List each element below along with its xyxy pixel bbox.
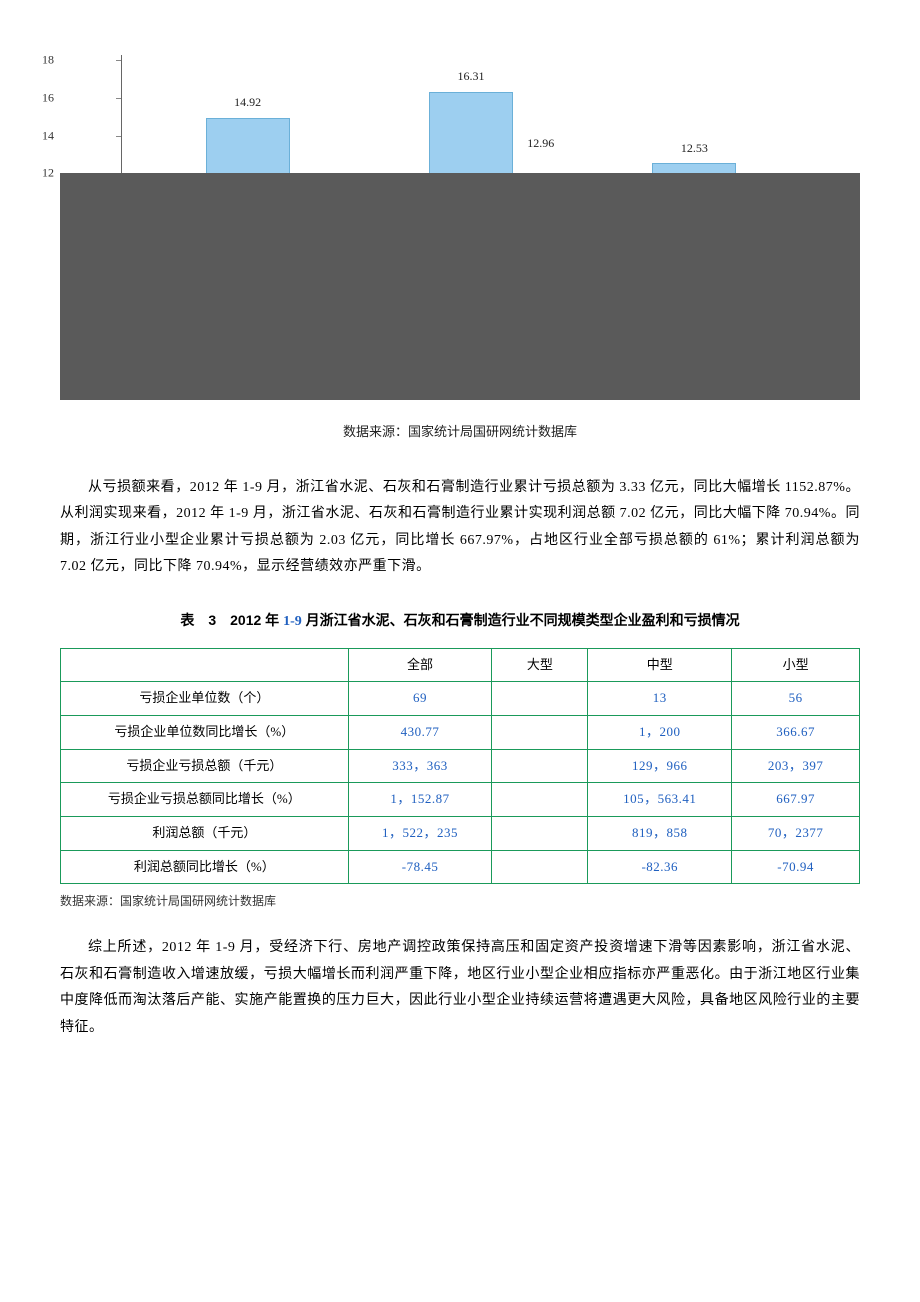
table-title-range: 1-9 (283, 614, 302, 629)
cell-large (492, 716, 588, 750)
y-axis-line (121, 55, 122, 173)
col-all: 全部 (348, 648, 492, 682)
table-header-row: 全部 大型 中型 小型 (61, 648, 860, 682)
table-row: 利润总额（千元）1，522，235 819，85870，2377 (61, 817, 860, 851)
bar-chart: 14.9216.3112.5312.96 12141618 (60, 60, 860, 400)
cell-mid: 819，858 (588, 817, 732, 851)
table-title: 表 3 2012 年 1-9 月浙江省水泥、石灰和石膏制造行业不同规模类型企业盈… (60, 607, 860, 636)
table-row: 利润总额同比增长（%）-78.45 -82.36-70.94 (61, 850, 860, 884)
ytick-label: 18 (20, 49, 54, 72)
chart-bar-label: 16.31 (458, 65, 485, 88)
cell-large (492, 850, 588, 884)
cell-small: 366.67 (732, 716, 860, 750)
document-page: 14.9216.3112.5312.96 12141618 数据来源：国家统计局… (0, 60, 920, 1112)
chart-bar-label: 12.53 (681, 137, 708, 160)
cell-small: 667.97 (732, 783, 860, 817)
cell-mid: 129，966 (588, 749, 732, 783)
paragraph-1: 从亏损额来看，2012 年 1-9 月，浙江省水泥、石灰和石膏制造行业累计亏损总… (60, 475, 860, 581)
cell-small: 203，397 (732, 749, 860, 783)
row-head: 亏损企业单位数（个） (61, 682, 349, 716)
row-head: 利润总额同比增长（%） (61, 850, 349, 884)
cell-large (492, 682, 588, 716)
ytick-label: 14 (20, 124, 54, 147)
table-row: 亏损企业亏损总额（千元）333，363 129，966203，397 (61, 749, 860, 783)
table-source-caption: 数据来源：国家统计局国研网统计数据库 (60, 890, 860, 913)
cell-large (492, 817, 588, 851)
ytick-label: 12 (20, 162, 54, 185)
cell-all: 430.77 (348, 716, 492, 750)
chart-source-caption: 数据来源：国家统计局国研网统计数据库 (60, 420, 860, 445)
profit-loss-table: 全部 大型 中型 小型 亏损企业单位数（个）691356亏损企业单位数同比增长（… (60, 648, 860, 885)
cell-mid: 105，563.41 (588, 783, 732, 817)
cell-all: 69 (348, 682, 492, 716)
table-title-suffix: 月浙江省水泥、石灰和石膏制造行业不同规模类型企业盈利和亏损情况 (302, 612, 740, 628)
table-row: 亏损企业单位数（个）69 1356 (61, 682, 860, 716)
col-blank (61, 648, 349, 682)
chart-overlay-mask (60, 173, 860, 400)
cell-small: 56 (732, 682, 860, 716)
cell-all: 333，363 (348, 749, 492, 783)
cell-large (492, 783, 588, 817)
table-row: 亏损企业单位数同比增长（%）430.77 1，200366.67 (61, 716, 860, 750)
cell-mid: 1，200 (588, 716, 732, 750)
table-row: 亏损企业亏损总额同比增长（%）1，152.87 105，563.41667.97 (61, 783, 860, 817)
cell-all: 1，152.87 (348, 783, 492, 817)
col-mid: 中型 (588, 648, 732, 682)
cell-small: 70，2377 (732, 817, 860, 851)
cell-mid: 13 (588, 682, 732, 716)
row-head: 亏损企业亏损总额（千元） (61, 749, 349, 783)
ytick-label: 16 (20, 86, 54, 109)
cell-all: -78.45 (348, 850, 492, 884)
cell-all: 1，522，235 (348, 817, 492, 851)
cell-small: -70.94 (732, 850, 860, 884)
col-small: 小型 (732, 648, 860, 682)
chart-bar-label: 14.92 (234, 91, 261, 114)
cell-large (492, 749, 588, 783)
row-head: 亏损企业单位数同比增长（%） (61, 716, 349, 750)
col-large: 大型 (492, 648, 588, 682)
chart-extra-label: 12.96 (527, 132, 554, 155)
cell-mid: -82.36 (588, 850, 732, 884)
table-title-prefix: 表 3 2012 年 (180, 612, 283, 628)
row-head: 利润总额（千元） (61, 817, 349, 851)
row-head: 亏损企业亏损总额同比增长（%） (61, 783, 349, 817)
paragraph-2: 综上所述，2012 年 1-9 月，受经济下行、房地产调控政策保持高压和固定资产… (60, 935, 860, 1041)
